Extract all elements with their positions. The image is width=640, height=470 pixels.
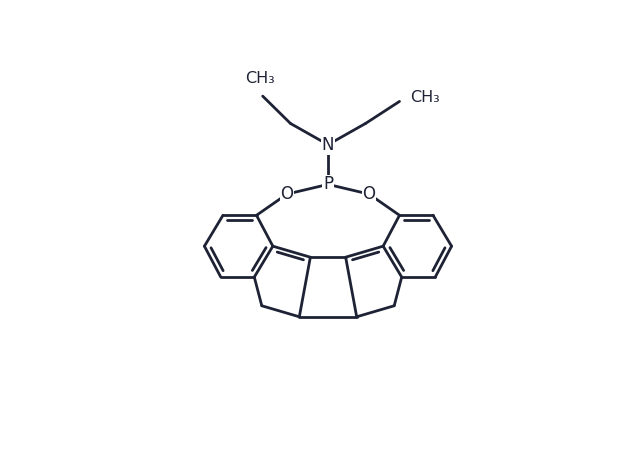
Text: CH₃: CH₃ [410, 89, 440, 104]
Text: P: P [323, 175, 333, 193]
Text: O: O [280, 185, 294, 203]
Text: O: O [362, 185, 376, 203]
Text: N: N [322, 136, 334, 154]
Text: CH₃: CH₃ [246, 71, 275, 86]
